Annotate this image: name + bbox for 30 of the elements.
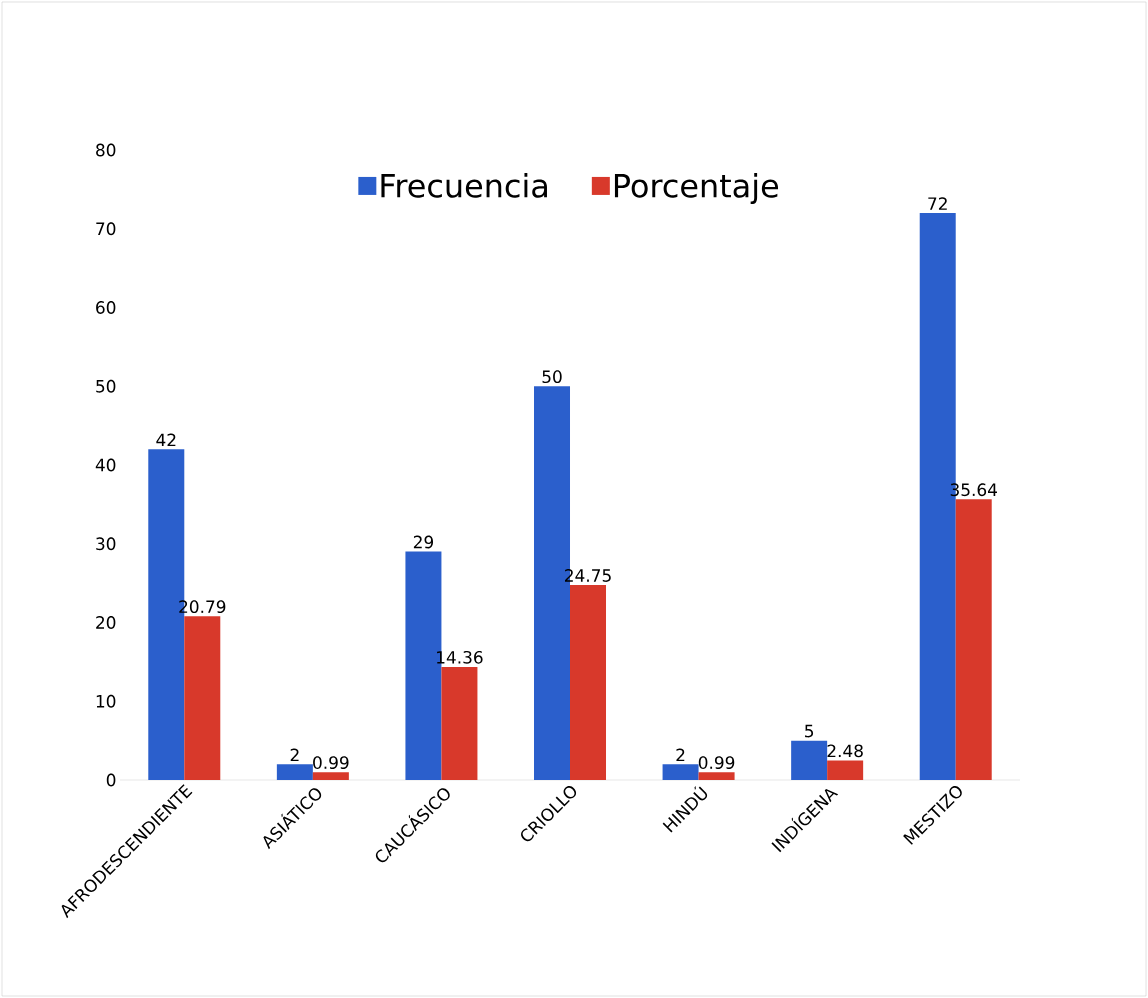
bar [955, 499, 992, 780]
y-tick-label: 70 [96, 222, 116, 236]
data-label: 0.99 [313, 756, 349, 770]
y-tick-label: 80 [96, 143, 116, 157]
bar [791, 740, 828, 780]
data-label: 2.48 [827, 744, 863, 758]
data-label: 2 [290, 748, 299, 762]
y-tick-label: 20 [96, 616, 116, 629]
legend-label: Frecuencia [381, 173, 547, 198]
bar [312, 772, 349, 780]
y-tick-label: 50 [96, 379, 116, 393]
data-label: 0.99 [698, 756, 735, 770]
bar [570, 585, 606, 780]
y-tick-label: 40 [95, 458, 116, 472]
legend-label: Porcentaje [614, 173, 779, 204]
data-label: 50 [542, 370, 562, 384]
data-label: 5 [805, 724, 814, 738]
y-tick-label: 60 [96, 301, 116, 314]
bar [698, 772, 735, 780]
y-tick-label: 30 [96, 537, 116, 551]
data-label: 29 [413, 535, 434, 549]
y-tick-label: 10 [96, 694, 116, 708]
bar [827, 760, 864, 780]
bar [441, 666, 478, 780]
data-label: 2 [676, 748, 685, 762]
bar [184, 616, 221, 780]
data-label: 42 [156, 433, 176, 447]
bar [276, 764, 313, 780]
data-label: 72 [928, 197, 947, 210]
bar [662, 764, 699, 780]
